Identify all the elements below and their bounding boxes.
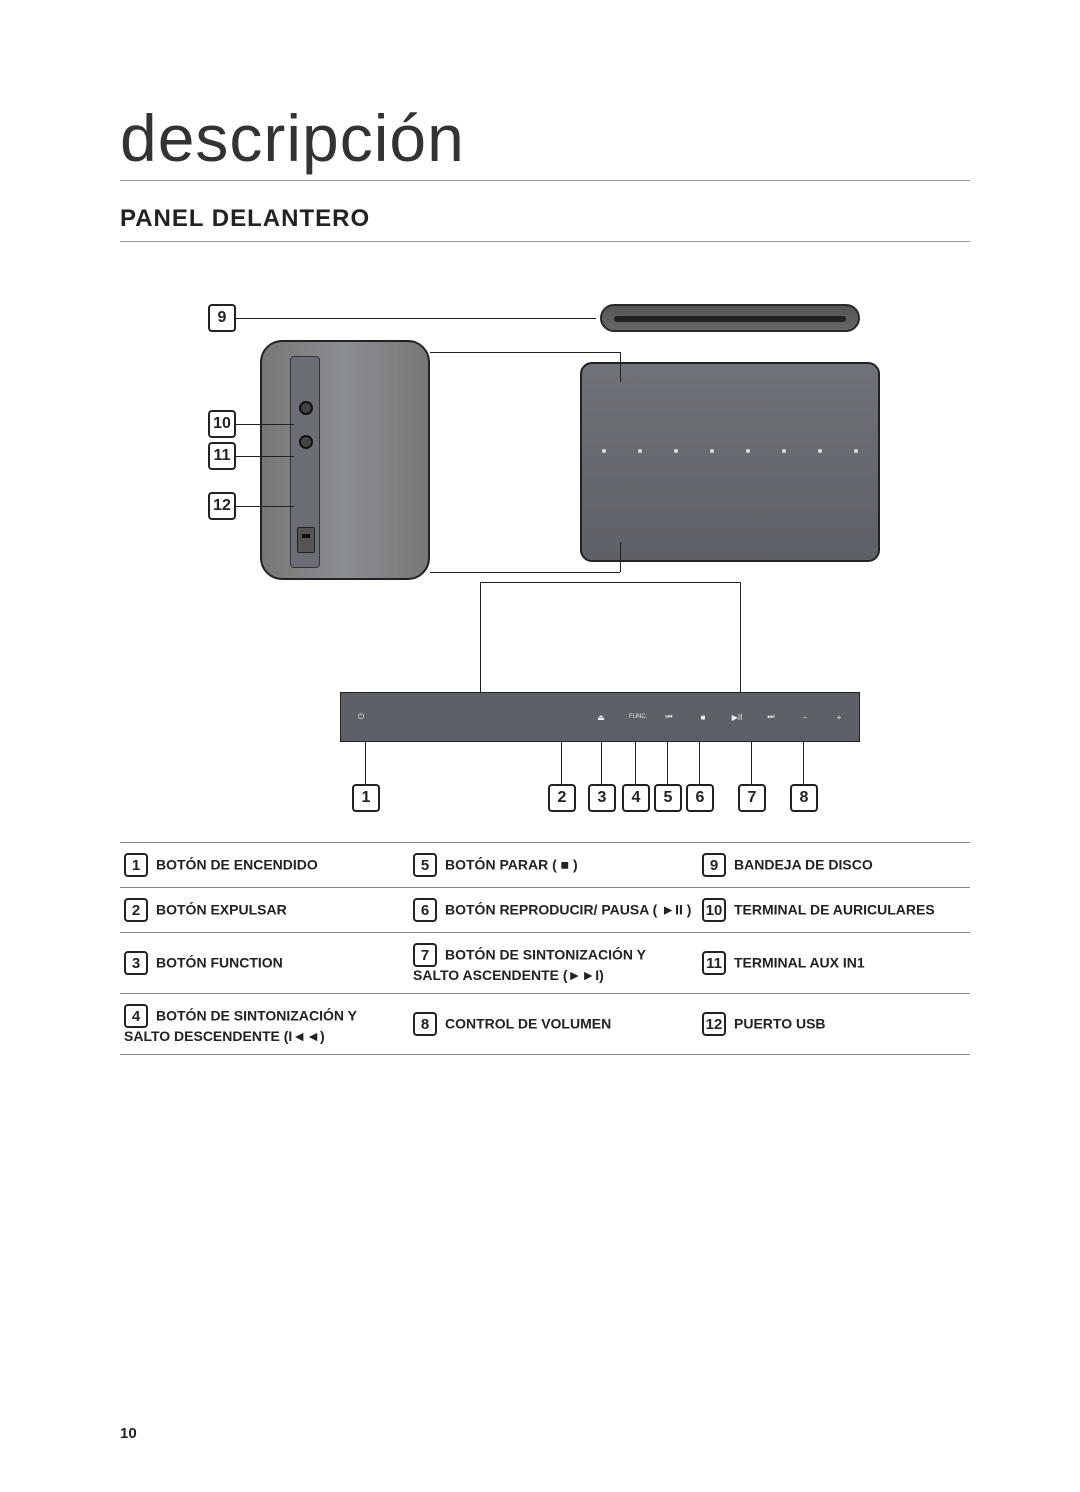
- legend-label: PUERTO USB: [734, 1016, 826, 1032]
- callout-2: 2: [548, 784, 576, 812]
- legend-label: BOTÓN DE ENCENDIDO: [156, 857, 318, 873]
- legend-label: BOTÓN DE SINTONIZACIÓN Y SALTO ASCENDENT…: [413, 947, 646, 984]
- play-pause-icon: ▶II: [731, 713, 743, 722]
- callout-7: 7: [738, 784, 766, 812]
- legend-row: 2 BOTÓN EXPULSAR 6 BOTÓN REPRODUCIR/ PAUSA …: [120, 888, 970, 933]
- headphone-jack-icon: [299, 401, 313, 415]
- control-strip-graphic: ⏻ ⏏ FUNC. ⏮ ■ ▶II ⏭ − +: [340, 692, 860, 742]
- legend-num: 7: [413, 943, 437, 967]
- callout-8: 8: [790, 784, 818, 812]
- legend-label: TERMINAL DE AURICULARES: [734, 902, 935, 918]
- legend-num: 5: [413, 853, 437, 877]
- stop-icon: ■: [697, 713, 709, 722]
- aux-jack-icon: [299, 435, 313, 449]
- callout-5: 5: [654, 784, 682, 812]
- eject-icon: ⏏: [595, 713, 607, 722]
- legend-num: 4: [124, 1004, 148, 1028]
- legend-num: 8: [413, 1012, 437, 1036]
- section-subtitle: PANEL DELANTERO: [120, 205, 970, 242]
- page-title: descripción: [120, 100, 970, 181]
- front-panel-diagram: ⏻ ⏏ FUNC. ⏮ ■ ▶II ⏭ − + 9 10 11 12 1 2 3: [160, 292, 920, 812]
- side-panel-detail-graphic: [260, 340, 430, 580]
- device-body-graphic: [580, 362, 880, 562]
- legend-label: BOTÓN DE SINTONIZACIÓN Y SALTO DESCENDEN…: [124, 1008, 357, 1045]
- page-number: 10: [120, 1425, 137, 1442]
- vol-up-icon: +: [833, 713, 845, 722]
- legend-table: 1 BOTÓN DE ENCENDIDO 5 BOTÓN PARAR ( ■ ) 9 BA…: [120, 842, 970, 1055]
- legend-label: TERMINAL AUX IN1: [734, 955, 865, 971]
- legend-num: 11: [702, 951, 726, 975]
- skip-fwd-icon: ⏭: [765, 712, 777, 722]
- callout-10: 10: [208, 410, 236, 438]
- legend-num: 3: [124, 951, 148, 975]
- legend-num: 9: [702, 853, 726, 877]
- legend-label: BANDEJA DE DISCO: [734, 857, 873, 873]
- callout-9: 9: [208, 304, 236, 332]
- power-icon: ⏻: [355, 712, 367, 722]
- disc-tray-graphic: [600, 304, 860, 332]
- legend-num: 1: [124, 853, 148, 877]
- skip-back-icon: ⏮: [663, 712, 675, 722]
- legend-row: 4BOTÓN DE SINTONIZACIÓN Y SALTO DESCENDE…: [120, 994, 970, 1055]
- legend-label: CONTROL DE VOLUMEN: [445, 1016, 611, 1032]
- legend-label: BOTÓN REPRODUCIR/ PAUSA ( ►II ): [445, 902, 691, 918]
- callout-11: 11: [208, 442, 236, 470]
- legend-label: BOTÓN PARAR ( ■ ): [445, 857, 578, 873]
- legend-row: 3 BOTÓN FUNCTION 7BOTÓN DE SINTONIZACIÓN Y…: [120, 933, 970, 994]
- legend-num: 10: [702, 898, 726, 922]
- legend-label: BOTÓN EXPULSAR: [156, 902, 287, 918]
- legend-label: BOTÓN FUNCTION: [156, 955, 283, 971]
- callout-1: 1: [352, 784, 380, 812]
- legend-num: 12: [702, 1012, 726, 1036]
- legend-num: 6: [413, 898, 437, 922]
- legend-num: 2: [124, 898, 148, 922]
- usb-port-icon: [297, 527, 315, 553]
- legend-row: 1 BOTÓN DE ENCENDIDO 5 BOTÓN PARAR ( ■ ) 9 BA…: [120, 843, 970, 888]
- callout-3: 3: [588, 784, 616, 812]
- callout-12: 12: [208, 492, 236, 520]
- callout-4: 4: [622, 784, 650, 812]
- callout-6: 6: [686, 784, 714, 812]
- vol-down-icon: −: [799, 713, 811, 722]
